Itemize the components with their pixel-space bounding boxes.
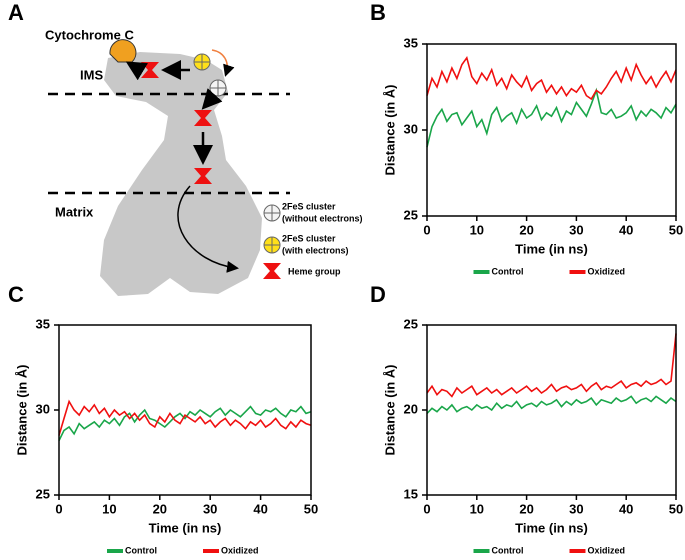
protein xyxy=(100,52,262,296)
y-tick-label: 35 xyxy=(36,316,50,331)
panel-label: C xyxy=(8,282,24,307)
series-line xyxy=(58,399,312,436)
legend-label: Oxidized xyxy=(221,545,259,555)
y-axis-label: Distance (in Å) xyxy=(14,364,29,455)
y-axis-label: Distance (in Å) xyxy=(382,364,397,455)
legend-label: Oxidized xyxy=(588,545,626,555)
y-tick-label: 25 xyxy=(404,207,418,222)
y-axis-label: Distance (in Å) xyxy=(382,84,397,175)
fes-cluster xyxy=(193,53,281,254)
label: Cytochrome C xyxy=(45,27,134,42)
legend-label: Heme group xyxy=(288,266,341,276)
cytochrome xyxy=(109,39,137,63)
y-tick-label: 15 xyxy=(404,486,418,501)
arrow xyxy=(125,60,239,273)
x-axis-label: Time (in ns) xyxy=(515,520,588,535)
y-tick-label: 25 xyxy=(36,486,50,501)
legend-label: 2FeS cluster xyxy=(282,201,336,211)
y-tick-label: 30 xyxy=(404,121,418,136)
series-line xyxy=(426,395,677,414)
x-axis-label: Time (in ns) xyxy=(149,520,222,535)
x-tick-label: 50 xyxy=(669,501,683,516)
legend-label: Control xyxy=(492,266,524,276)
y-tick-label: 20 xyxy=(404,401,418,416)
label: Matrix xyxy=(55,204,94,219)
x-tick-label: 10 xyxy=(102,501,116,516)
panel-label: B xyxy=(370,0,386,25)
legend-label: (with electrons) xyxy=(282,245,349,255)
series-line xyxy=(426,87,677,148)
legend-label: Control xyxy=(125,545,157,555)
legend-label: (without electrons) xyxy=(282,213,363,223)
y-tick-label: 25 xyxy=(404,316,418,331)
panel-label: A xyxy=(8,0,24,25)
x-tick-label: 10 xyxy=(470,501,484,516)
x-tick-label: 40 xyxy=(619,501,633,516)
diagram: A Cytochrome C IMS Matrix 2FeS cluster (… xyxy=(8,0,363,296)
x-tick-label: 0 xyxy=(423,222,430,237)
y-tick-label: 35 xyxy=(404,35,418,50)
x-tick-label: 30 xyxy=(569,222,583,237)
x-tick-label: 0 xyxy=(55,501,62,516)
y-tick-label: 30 xyxy=(36,401,50,416)
chart: D 0 10 20 30 40 50 15 20 25 Time (in ns) Distance (… xyxy=(370,282,683,556)
x-tick-label: 40 xyxy=(253,501,267,516)
panel-label: D xyxy=(370,282,386,307)
label: IMS xyxy=(80,67,103,82)
x-axis-label: Time (in ns) xyxy=(515,241,588,256)
legend-label: Oxidized xyxy=(588,266,626,276)
x-tick-label: 40 xyxy=(619,222,633,237)
series-line xyxy=(426,55,677,101)
series-line xyxy=(426,333,677,398)
x-tick-label: 10 xyxy=(470,222,484,237)
x-tick-label: 20 xyxy=(519,501,533,516)
plot-frame xyxy=(426,324,677,496)
x-tick-label: 20 xyxy=(519,222,533,237)
x-tick-label: 20 xyxy=(153,501,167,516)
x-tick-label: 50 xyxy=(669,222,683,237)
legend-label: 2FeS cluster xyxy=(282,233,336,243)
chart: C 0 10 20 30 40 50 25 30 35 Time (in ns) Distance (… xyxy=(8,282,318,556)
x-tick-label: 50 xyxy=(304,501,318,516)
legend-label: Control xyxy=(492,545,524,555)
rotate-arrow xyxy=(211,49,235,77)
x-tick-label: 30 xyxy=(569,501,583,516)
chart: B 0 10 20 30 40 50 25 30 35 Time (in ns) Distance (… xyxy=(370,0,683,276)
x-tick-label: 30 xyxy=(203,501,217,516)
series-line xyxy=(58,405,312,441)
x-tick-label: 0 xyxy=(423,501,430,516)
